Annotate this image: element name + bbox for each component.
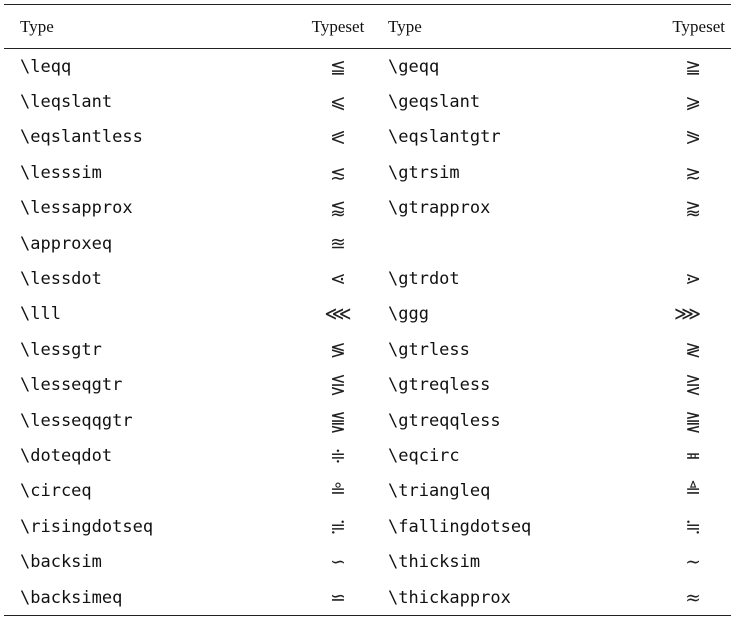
command-right: \gtrapprox xyxy=(388,198,491,219)
symbol-right: ⪖ xyxy=(685,126,701,149)
table-header-row: Type Typeset Type Typeset xyxy=(4,4,731,49)
command-right: \geqq xyxy=(388,56,440,77)
command-left: \leqq xyxy=(20,56,72,77)
table-row: \lll ⋘ \ggg ⋙ xyxy=(4,297,731,332)
command-right xyxy=(382,226,612,261)
header-type-left: Type xyxy=(20,16,54,36)
command-left: \lesseqqgtr xyxy=(20,410,133,431)
symbol-left: ⋍ xyxy=(330,586,346,609)
command-right: \gtrsim xyxy=(388,162,460,183)
symbol-left: ≑ xyxy=(330,444,346,467)
symbol-left: ≶ xyxy=(330,338,346,361)
table-row: \risingdotseq ≓ \fallingdotseq ≒ xyxy=(4,509,731,544)
command-left: \lesssim xyxy=(20,162,102,183)
command-left: \risingdotseq xyxy=(20,516,154,537)
command-right: \eqslantgtr xyxy=(388,127,501,148)
command-left: \eqslantless xyxy=(20,127,143,148)
symbol-table-container: Type Typeset Type Typeset \leqq ≦ \geqq ≧ \l… xyxy=(4,4,731,616)
symbol-right: ⋛ xyxy=(685,374,701,397)
table-row: \backsim ∽ \thicksim ∼ xyxy=(4,544,731,579)
table-row: \lesseqqgtr ⪋ \gtreqqless ⪌ xyxy=(4,403,731,438)
header-typeset-right: Typeset xyxy=(672,16,725,36)
command-right: \fallingdotseq xyxy=(388,516,532,537)
relation-symbol-table: Type Typeset Type Typeset \leqq ≦ \geqq ≧ \l… xyxy=(4,4,731,616)
command-left: \lessdot xyxy=(20,269,102,290)
command-left: \backsim xyxy=(20,552,102,573)
symbol-left: ⋖ xyxy=(330,268,346,291)
table-row: \leqq ≦ \geqq ≧ xyxy=(4,49,731,85)
symbol-right: ⋙ xyxy=(673,303,701,326)
table-row: \eqslantless ⪕ \eqslantgtr ⪖ xyxy=(4,120,731,155)
symbol-right: ⋗ xyxy=(685,268,701,291)
symbol-left: ⋚ xyxy=(330,374,346,397)
table-body: \leqq ≦ \geqq ≧ \leqslant ⩽ \geqslant ⩾ \eqslant… xyxy=(4,49,731,616)
symbol-right: ≒ xyxy=(685,515,701,538)
table-row: \backsimeq ⋍ \thickapprox ≈ xyxy=(4,580,731,616)
symbol-right: ≖ xyxy=(685,444,701,467)
command-right: \gtreqless xyxy=(388,375,491,396)
command-left: \approxeq xyxy=(20,233,113,254)
symbol-left: ⋘ xyxy=(324,303,352,326)
command-right: \gtreqqless xyxy=(388,410,501,431)
symbol-right: ≜ xyxy=(685,480,701,503)
table-row: \lesseqgtr ⋚ \gtreqless ⋛ xyxy=(4,368,731,403)
symbol-right: ≈ xyxy=(685,586,701,609)
command-right: \thickapprox xyxy=(388,587,511,608)
header-type-right: Type xyxy=(388,16,422,36)
symbol-left: ≲ xyxy=(330,161,346,184)
command-right: \gtrdot xyxy=(388,269,460,290)
command-left: \circeq xyxy=(20,481,92,502)
table-row: \lessgtr ≶ \gtrless ≷ xyxy=(4,332,731,367)
command-left: \lll xyxy=(20,304,61,325)
table-row: \lessapprox ⪅ \gtrapprox ⪆ xyxy=(4,191,731,226)
symbol-left: ≗ xyxy=(330,480,346,503)
command-left: \lessapprox xyxy=(20,198,133,219)
symbol-right: ≷ xyxy=(685,338,701,361)
symbol-left: ≦ xyxy=(330,55,346,78)
symbol-left: ⩽ xyxy=(330,91,346,114)
symbol-left: ⪕ xyxy=(330,126,346,149)
table-row: \doteqdot ≑ \eqcirc ≖ xyxy=(4,438,731,473)
symbol-right: ⪆ xyxy=(685,197,701,220)
symbol-right: ≳ xyxy=(685,161,701,184)
command-left: \doteqdot xyxy=(20,445,113,466)
command-right: \ggg xyxy=(388,304,429,325)
symbol-left: ≊ xyxy=(330,232,346,255)
table-row: \lessdot ⋖ \gtrdot ⋗ xyxy=(4,261,731,296)
table-row: \lesssim ≲ \gtrsim ≳ xyxy=(4,155,731,190)
command-left: \backsimeq xyxy=(20,587,123,608)
command-right: \geqslant xyxy=(388,92,481,113)
table-row: \leqslant ⩽ \geqslant ⩾ xyxy=(4,84,731,119)
symbol-right: ∼ xyxy=(685,551,701,574)
symbol-right: ⩾ xyxy=(685,91,701,114)
command-left: \leqslant xyxy=(20,92,113,113)
table-row: \approxeq ≊ xyxy=(4,226,731,261)
symbol-left: ⪋ xyxy=(330,409,346,432)
command-left: \lesseqgtr xyxy=(20,375,123,396)
command-right: \gtrless xyxy=(388,339,470,360)
command-right: \triangleq xyxy=(388,481,491,502)
symbol-left: ≓ xyxy=(330,515,346,538)
symbol-left: ∽ xyxy=(330,551,346,574)
header-typeset-left: Typeset xyxy=(311,16,365,36)
symbol-left: ⪅ xyxy=(330,197,346,220)
symbol-right: ⪌ xyxy=(685,409,701,432)
command-right: \thicksim xyxy=(388,552,481,573)
symbol-right: ≧ xyxy=(685,55,701,78)
symbol-right xyxy=(612,226,731,261)
table-row: \circeq ≗ \triangleq ≜ xyxy=(4,474,731,509)
command-right: \eqcirc xyxy=(388,445,460,466)
command-left: \lessgtr xyxy=(20,339,102,360)
